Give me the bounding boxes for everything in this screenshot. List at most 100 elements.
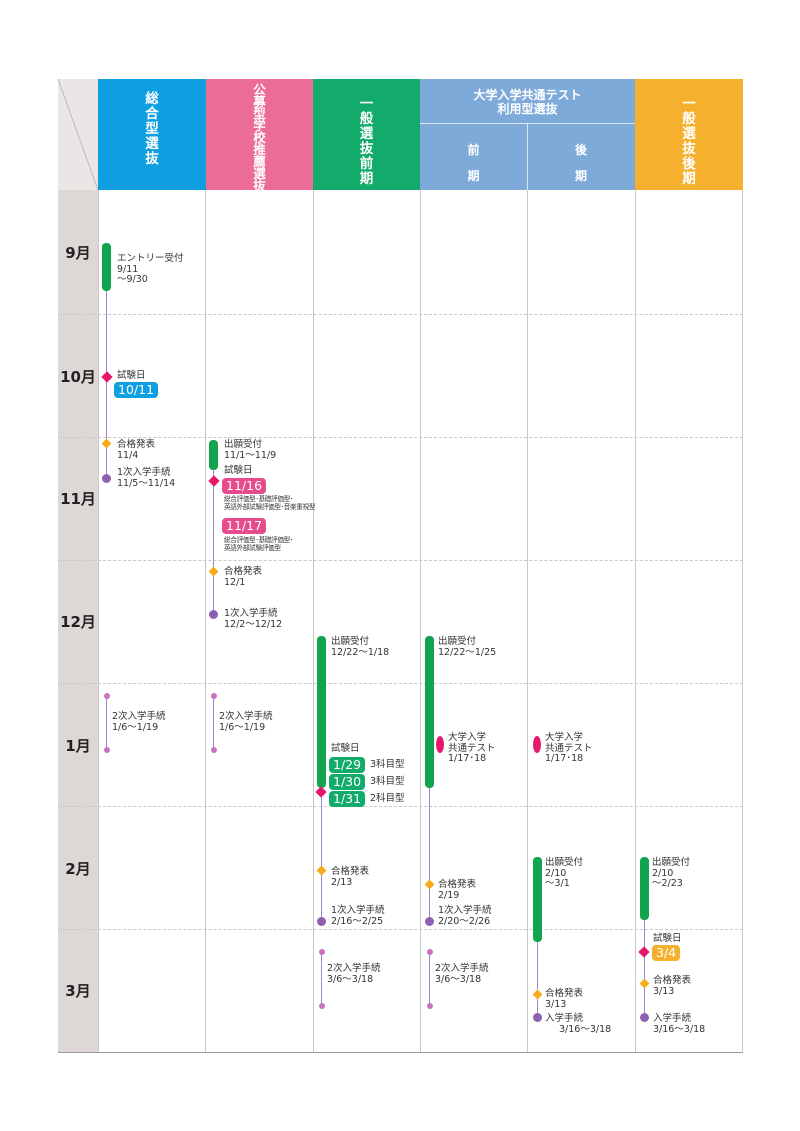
header-ippan-kouki: 一般選抜後期 — [635, 79, 743, 190]
application-info: 出願受付 11/1～11/9 — [224, 439, 277, 461]
procedure2-info: 2次入学手続 3/6～3/18 — [435, 963, 489, 985]
procedure2-info: 2次入学手続 1/6～1/19 — [219, 711, 273, 733]
month-divider — [58, 560, 743, 561]
application-period-bar — [209, 440, 218, 470]
procedure2-end-dot — [319, 1003, 325, 1009]
grid-line — [313, 190, 314, 1053]
month-jan: 1月 — [65, 737, 91, 755]
header-sogo-title: 総合型選抜 — [145, 91, 159, 167]
exam-date-badge: 10/11 — [114, 382, 159, 398]
procedure-marker — [317, 917, 326, 926]
exam-day-marker — [101, 371, 113, 383]
header-ippan-kouki-title: 一般選抜後期 — [682, 96, 696, 187]
header-ippan-zenki: 一般選抜前期 — [313, 79, 420, 190]
procedure2-info: 2次入学手続 3/6～3/18 — [327, 963, 381, 985]
grid-line — [420, 190, 421, 1053]
table-bottom-border — [58, 1052, 743, 1053]
common-test-marker — [533, 736, 541, 753]
exam-label: 試験日 — [117, 370, 146, 381]
result-marker — [639, 978, 650, 989]
application-info: 出願受付 12/22～1/25 — [438, 636, 497, 658]
entry-info: エントリー受付 9/11 ～9/30 — [117, 253, 184, 285]
procedure-marker — [425, 917, 434, 926]
month-dec: 12月 — [60, 613, 96, 631]
exam-date-badge: 11/16 — [222, 478, 267, 494]
result-info: 合格発表 3/13 — [545, 988, 584, 1010]
procedure-marker — [533, 1013, 542, 1022]
result-marker — [532, 989, 543, 1000]
result-info: 合格発表 12/1 — [224, 566, 263, 588]
result-marker — [316, 865, 327, 876]
month-divider — [58, 929, 743, 930]
exam-day-marker — [638, 946, 650, 958]
exam-date-badge: 1/30 — [329, 774, 366, 790]
application-period-bar — [533, 857, 542, 942]
exam-date-badge: 1/29 — [329, 757, 366, 773]
procedure2-start-dot — [319, 949, 325, 955]
result-info: 合格発表 2/19 — [438, 879, 477, 901]
timeline-line — [106, 696, 107, 750]
procedure-marker — [640, 1013, 649, 1022]
timeline-line — [213, 465, 214, 615]
exam-note: 総合評価型･基礎評価型･ 英語外部試験評価型･音楽重視型 — [224, 495, 316, 511]
procedure1-info: 1次入学手続 12/2～12/12 — [224, 608, 283, 630]
exam-type: 3科目型 — [370, 759, 405, 770]
month-sep: 9月 — [65, 244, 91, 262]
month-oct: 10月 — [60, 368, 96, 386]
header-kyotsu-title: 大学入学共通テスト 利用型選抜 — [473, 88, 582, 116]
procedure1-info: 1次入学手続 2/20～2/26 — [438, 905, 492, 927]
application-info: 出願受付 2/10 ～3/1 — [545, 857, 584, 889]
procedure2-info: 2次入学手続 1/6～1/19 — [112, 711, 166, 733]
header-ippan-zenki-title: 一般選抜前期 — [359, 96, 374, 187]
application-info: 出願受付 2/10 ～2/23 — [652, 857, 691, 889]
procedure-marker — [102, 474, 111, 483]
header-corner — [58, 79, 98, 190]
corner-diagonal — [58, 79, 98, 190]
grid-line — [98, 190, 99, 1053]
month-divider — [58, 806, 743, 807]
header-kyotsu-kouki: 後期 — [574, 143, 587, 183]
procedure2-end-dot — [104, 747, 110, 753]
procedure2-start-dot — [104, 693, 110, 699]
procedure-marker — [209, 610, 218, 619]
month-nov: 11月 — [60, 490, 96, 508]
header-koubo-title: 公募型学校推薦選抜 — [253, 82, 266, 193]
procedure1-info: 1次入学手続 11/5～11/14 — [117, 467, 176, 489]
month-feb: 2月 — [65, 860, 91, 878]
procedure2-start-dot — [427, 949, 433, 955]
exam-type: 2科目型 — [370, 793, 405, 804]
procedure-info: 入学手続 3/16～3/18 — [545, 1013, 612, 1035]
month-column — [58, 190, 98, 1053]
result-info: 合格発表 11/4 — [117, 439, 156, 461]
header-sogo: 総合型選抜 — [98, 79, 206, 190]
application-period-bar — [425, 636, 434, 788]
procedure-info: 入学手続 3/16～3/18 — [653, 1013, 706, 1035]
exam-note: 総合評価型･基礎評価型･ 英語外部試験評価型 — [224, 536, 293, 552]
header-kyotsu: 大学入学共通テスト 利用型選抜 前期 後期 — [420, 79, 635, 190]
exam-date-badge: 1/31 — [329, 791, 366, 807]
grid-line — [742, 190, 743, 1053]
procedure2-start-dot — [211, 693, 217, 699]
month-divider — [58, 314, 743, 315]
exam-label: 試験日 — [653, 933, 682, 944]
exam-day-marker — [208, 475, 220, 487]
grid-line — [205, 190, 206, 1053]
result-marker — [208, 566, 219, 577]
month-divider — [58, 683, 743, 684]
header-kyotsu-split — [527, 123, 528, 190]
procedure1-info: 1次入学手続 2/16～2/25 — [331, 905, 385, 927]
result-info: 合格発表 3/13 — [653, 975, 692, 997]
exam-date-badge: 3/4 — [652, 945, 681, 961]
exam-date-badge: 11/17 — [222, 518, 267, 534]
timeline-line — [321, 952, 322, 1006]
procedure2-end-dot — [211, 747, 217, 753]
common-test-marker — [436, 736, 444, 753]
timeline-line — [213, 696, 214, 750]
exam-label: 試験日 — [331, 743, 360, 754]
grid-line — [527, 190, 528, 1053]
timeline-line — [644, 862, 645, 1017]
header-kyotsu-zenki: 前期 — [467, 143, 480, 183]
grid-line — [635, 190, 636, 1053]
common-test-info: 大学入学 共通テスト 1/17･18 — [545, 732, 593, 764]
exam-label: 試験日 — [224, 465, 253, 476]
